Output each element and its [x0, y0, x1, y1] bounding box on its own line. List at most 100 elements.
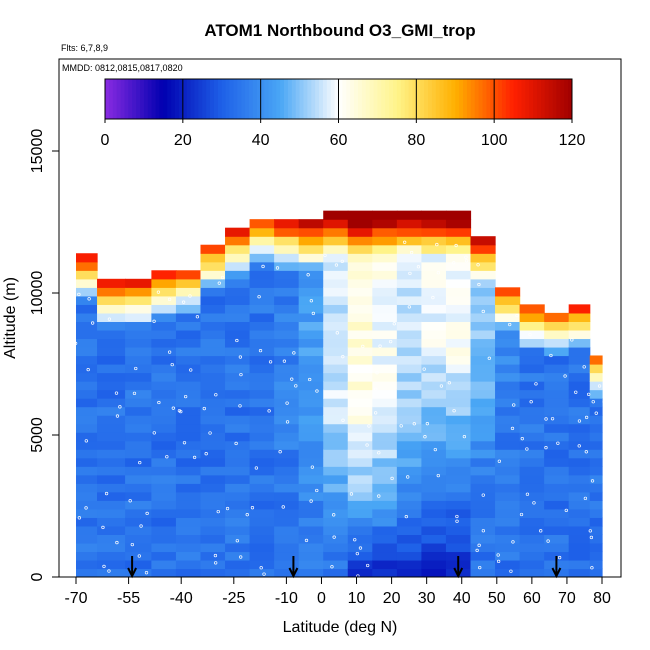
heatmap-cell [200, 542, 226, 553]
heatmap-cell [589, 432, 603, 442]
sample-marker [403, 240, 407, 244]
heatmap-cell [151, 406, 177, 416]
heatmap-cell [495, 321, 521, 331]
heatmap-cell [298, 219, 324, 229]
heatmap-cell [421, 466, 447, 476]
sample-marker [285, 420, 290, 424]
heatmap-cell [347, 449, 373, 459]
heatmap-cell [249, 295, 275, 305]
heatmap-cell [445, 329, 472, 340]
heatmap-cell [151, 525, 177, 535]
heatmap-cell [347, 338, 373, 348]
sample-marker [115, 414, 120, 418]
heatmap-cell [519, 415, 545, 425]
sample-marker [497, 459, 501, 463]
heatmap-cell [421, 432, 447, 442]
heatmap-cell [347, 389, 373, 399]
heatmap-cell [445, 312, 472, 322]
heatmap-cell [421, 253, 447, 263]
x-tick-label: 10 [348, 590, 366, 607]
x-tick-label: -70 [64, 590, 87, 607]
colorbar-tick-label: 40 [252, 132, 270, 149]
heatmap-cell [225, 236, 251, 246]
sample-marker [439, 384, 444, 388]
heatmap-cell [470, 466, 496, 476]
heatmap-cell [544, 440, 570, 450]
heatmap-cell [200, 474, 226, 484]
heatmap-cell [323, 253, 349, 263]
heatmap-cell [421, 261, 447, 271]
heatmap-cell [200, 559, 226, 570]
sample-marker [452, 261, 456, 265]
heatmap-cell [396, 329, 423, 340]
colorbar-tick-label: 80 [407, 132, 425, 149]
heatmap-cell [323, 210, 349, 220]
heatmap-cell [544, 457, 570, 467]
heatmap-cell [274, 236, 300, 246]
heatmap-cell [76, 321, 98, 331]
sample-marker [157, 400, 161, 405]
heatmap-cell [175, 381, 202, 391]
sample-marker [423, 435, 427, 439]
heatmap-cell [97, 440, 126, 450]
heatmap-cell [495, 542, 521, 553]
heatmap-cell [151, 517, 177, 527]
heatmap-cell [76, 295, 98, 305]
heatmap-cell [421, 449, 447, 459]
heatmap-cell [323, 415, 349, 425]
heatmap-cell [347, 568, 373, 577]
heatmap-cell [470, 568, 496, 577]
sample-marker [340, 259, 344, 264]
heatmap-cell [125, 364, 152, 374]
heatmap-cell [445, 542, 472, 553]
heatmap-cell [125, 483, 152, 493]
sample-marker [433, 447, 437, 452]
heatmap-cell [544, 329, 570, 340]
heatmap-cell [544, 406, 570, 416]
heatmap-cell [249, 542, 275, 553]
heatmap-cell [544, 517, 570, 527]
heatmap-cell [421, 491, 447, 501]
heatmap-cell [544, 449, 570, 459]
heatmap-cell [396, 457, 423, 467]
heatmap-cell [175, 406, 202, 416]
colorbar-swatch [182, 79, 188, 119]
sample-marker [84, 439, 88, 443]
heatmap-cell [200, 381, 226, 391]
colorbar-swatch [505, 79, 511, 119]
heatmap-cell [249, 244, 275, 254]
colorbar-swatch [268, 79, 273, 119]
sample-marker [304, 538, 309, 543]
heatmap-cell [589, 415, 603, 425]
colorbar-swatch [486, 79, 491, 119]
heatmap-cell [544, 491, 570, 501]
heatmap-cell [125, 398, 152, 408]
sample-marker [139, 524, 143, 528]
heatmap-cell [97, 568, 126, 577]
heatmap-cell [249, 415, 275, 425]
x-tick-label: 20 [383, 590, 401, 607]
heatmap-cell [589, 457, 603, 467]
heatmap-cell [175, 525, 202, 535]
heatmap-cell [589, 449, 603, 459]
heatmap-cell [274, 474, 300, 484]
heatmap-cell [175, 355, 202, 365]
heatmap-cell [470, 542, 496, 553]
heatmap-cell [589, 423, 603, 433]
heatmap-cell [568, 364, 591, 374]
colorbar-swatch [237, 79, 242, 119]
heatmap-cell [298, 500, 324, 510]
heatmap-cell [372, 321, 398, 331]
sample-marker [534, 382, 538, 386]
heatmap-cell [396, 432, 423, 442]
sample-marker [377, 494, 381, 498]
colorbar-swatch [287, 79, 293, 119]
sample-marker [477, 543, 481, 547]
heatmap-cell [568, 491, 591, 501]
heatmap-cell [274, 466, 300, 476]
heatmap-cell [225, 457, 251, 467]
sample-marker [167, 297, 172, 302]
heatmap-cell [470, 483, 496, 493]
sample-marker [589, 535, 594, 540]
colorbar-swatch [439, 79, 444, 119]
